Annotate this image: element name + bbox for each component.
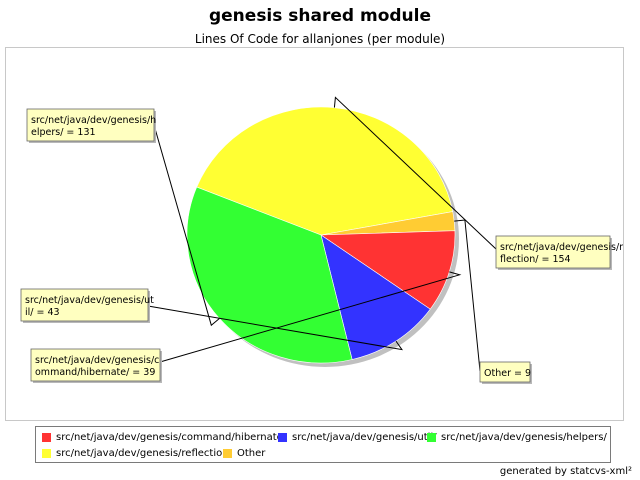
legend-swatch bbox=[42, 449, 51, 458]
legend-swatch bbox=[427, 433, 436, 442]
slice-label: src/net/java/dev/genesis/h elpers/ = 131 bbox=[26, 108, 220, 327]
legend-item: src/net/java/dev/genesis/reflection/ bbox=[42, 448, 232, 459]
legend-swatch bbox=[42, 433, 51, 442]
legend-swatch bbox=[223, 449, 232, 458]
slice-label: Other = 9 bbox=[454, 219, 532, 384]
plot-area: src/net/java/dev/genesis/re flection/ = 1… bbox=[5, 47, 624, 421]
slice-label-text: src/net/java/dev/genesis/h elpers/ = 131 bbox=[31, 115, 156, 138]
slice-label: src/net/java/dev/genesis/ut il/ = 43 bbox=[20, 288, 403, 351]
pie-slice bbox=[320, 234, 431, 360]
slice-label-text: src/net/java/dev/genesis/re flection/ = 1… bbox=[500, 242, 623, 265]
legend-swatch bbox=[278, 433, 287, 442]
chart-subtitle: Lines Of Code for allanjones (per module… bbox=[194, 32, 446, 46]
label-box bbox=[30, 348, 161, 382]
pie-slice bbox=[196, 106, 454, 236]
legend-item: src/net/java/dev/genesis/command/hiberna… bbox=[42, 432, 286, 443]
chart-legend: src/net/java/dev/genesis/command/hiberna… bbox=[35, 426, 611, 463]
legend-item: src/net/java/dev/genesis/util/ bbox=[278, 432, 437, 443]
legend-label: src/net/java/dev/genesis/util/ bbox=[292, 432, 437, 443]
leader-line bbox=[333, 96, 497, 250]
legend-label: src/net/java/dev/genesis/reflection/ bbox=[56, 448, 232, 459]
chart-title: genesis shared module bbox=[208, 6, 432, 26]
pie-chart: src/net/java/dev/genesis/re flection/ = 1… bbox=[20, 96, 623, 384]
leader-line bbox=[147, 305, 403, 351]
label-box bbox=[26, 108, 155, 142]
slice-label: src/net/java/dev/genesis/re flection/ = 1… bbox=[333, 96, 623, 270]
legend-item: src/net/java/dev/genesis/helpers/ bbox=[427, 432, 607, 443]
leader-line bbox=[153, 124, 220, 327]
legend-label: src/net/java/dev/genesis/command/hiberna… bbox=[56, 432, 287, 443]
leader-line bbox=[159, 271, 462, 363]
legend-label: src/net/java/dev/genesis/helpers/ bbox=[441, 432, 607, 443]
legend-label: Other bbox=[237, 448, 266, 459]
legend-item: Other bbox=[223, 448, 265, 459]
slice-label-text: src/net/java/dev/genesis/c ommand/hiberna… bbox=[35, 355, 159, 378]
label-box bbox=[20, 288, 149, 322]
leader-line bbox=[454, 219, 481, 372]
slice-label: src/net/java/dev/genesis/c ommand/hiberna… bbox=[30, 271, 462, 383]
slice-label-text: Other = 9 bbox=[484, 368, 531, 379]
slice-label-text: src/net/java/dev/genesis/ut il/ = 43 bbox=[25, 295, 154, 318]
generator-footer: generated by statcvs-xml² bbox=[499, 466, 632, 477]
label-box bbox=[479, 361, 531, 383]
label-box bbox=[495, 235, 611, 269]
